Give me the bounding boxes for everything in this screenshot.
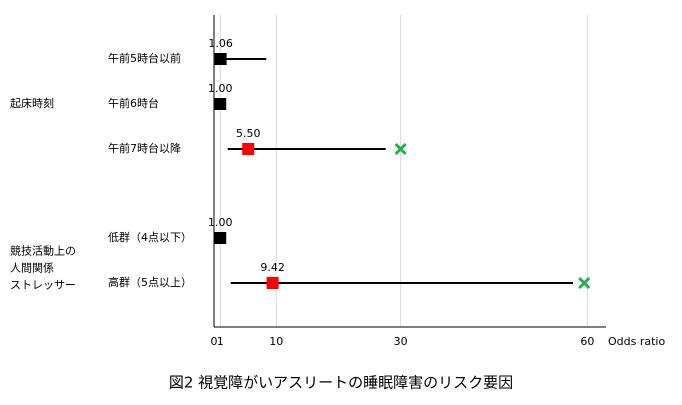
- point-marker: [214, 53, 227, 65]
- row-label: 午前5時台以前: [108, 51, 181, 65]
- x-tick-label: 30: [394, 335, 408, 348]
- row-label: 低群（4点以下）: [108, 230, 192, 244]
- group-label: 人間関係: [10, 262, 54, 275]
- point-marker: [242, 143, 255, 155]
- point-marker: [214, 98, 227, 110]
- group-label: ストレッサー: [10, 279, 76, 292]
- flag-marker: [394, 142, 407, 156]
- chart-caption: 図2 視覚障がいアスリートの睡眠障害のリスク要因: [169, 374, 513, 392]
- x-tick-label: 10: [269, 335, 283, 348]
- value-label: 1.00: [208, 82, 233, 95]
- flag-marker: [578, 276, 591, 290]
- value-label: 5.50: [236, 127, 261, 140]
- value-label: 1.06: [208, 37, 233, 50]
- x-tick-label: 1: [217, 335, 224, 348]
- row-label: 午前7時台以降: [108, 141, 181, 155]
- point-marker: [266, 277, 279, 289]
- x-axis-label: Odds ratio: [608, 335, 665, 348]
- x-tick-label: 0: [211, 335, 218, 348]
- group-label: 競技活動上の: [10, 244, 76, 258]
- value-label: 1.00: [208, 216, 233, 229]
- row-label: 高群（5点以上）: [108, 275, 192, 289]
- row-label: 午前6時台: [108, 96, 159, 110]
- value-label: 9.42: [260, 261, 285, 274]
- x-tick-label: 60: [580, 335, 594, 348]
- group-label: 起床時刻: [10, 96, 54, 110]
- point-marker: [214, 232, 227, 244]
